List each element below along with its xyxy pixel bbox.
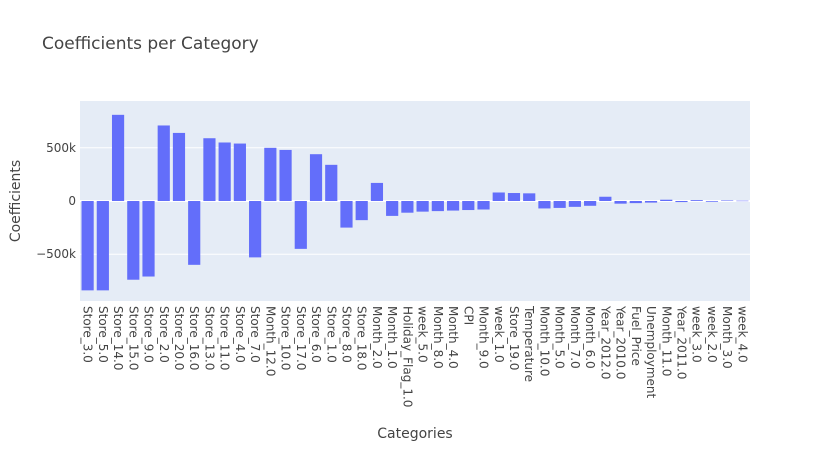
x-tick-label: Store_7.0 (248, 306, 262, 363)
x-tick-label: Holiday_Flag_1.0 (400, 306, 414, 407)
bar[interactable] (294, 201, 307, 249)
bar[interactable] (644, 201, 658, 203)
bar[interactable] (446, 201, 460, 211)
bar[interactable] (690, 200, 703, 201)
bar[interactable] (370, 182, 384, 201)
bar[interactable] (325, 164, 338, 201)
x-tick-label: Month_8.0 (431, 306, 445, 369)
x-tick-label: Month_7.0 (568, 306, 582, 369)
x-tick-label: Store_15.0 (126, 306, 140, 370)
x-tick-label: Store_18.0 (355, 306, 369, 370)
bar[interactable] (736, 200, 749, 202)
x-tick-label: Store_16.0 (187, 306, 201, 370)
bar[interactable] (507, 193, 521, 201)
x-tick-label: week_5.0 (416, 306, 430, 363)
x-tick-label: Month_12.0 (263, 306, 277, 376)
bar[interactable] (218, 142, 231, 201)
x-tick-label: Store_20.0 (172, 306, 186, 370)
x-tick-label: Store_6.0 (309, 306, 323, 363)
x-tick-label: Store_1.0 (324, 306, 338, 363)
bar[interactable] (233, 143, 246, 201)
y-tick-label: 0 (68, 194, 76, 208)
y-tick-label: −500k (36, 247, 76, 261)
x-axis-title: Categories (377, 426, 452, 442)
x-tick-label: Year_2010.0 (614, 305, 628, 379)
bar[interactable] (127, 201, 140, 280)
x-tick-label: Store_3.0 (81, 306, 95, 363)
chart-title: Coefficients per Category (42, 34, 259, 54)
bars (81, 114, 749, 291)
x-tick-label: week_2.0 (705, 306, 719, 363)
y-axis-title: Coefficients (8, 160, 24, 242)
x-tick-label: Store_8.0 (339, 306, 353, 363)
x-tick-label: Month_2.0 (370, 306, 384, 369)
y-tick-labels: −500k 0 500k (36, 141, 76, 261)
bar[interactable] (157, 125, 170, 201)
x-tick-label: Month_4.0 (446, 306, 460, 369)
bar[interactable] (340, 201, 353, 228)
x-tick-label: Store_4.0 (233, 306, 247, 363)
x-tick-label: Store_19.0 (507, 306, 521, 370)
bar[interactable] (203, 138, 216, 201)
x-tick-label: Month_1.0 (385, 306, 399, 369)
x-tick-label: Month_9.0 (477, 306, 491, 369)
x-tick-label: week_3.0 (690, 306, 704, 363)
x-tick-labels: Store_3.0 Store_5.0 Store_14.0 Store_15.0 St… (81, 305, 750, 407)
bar[interactable] (568, 201, 581, 207)
x-tick-label: Store_17.0 (294, 306, 308, 370)
x-tick-label: week_4.0 (735, 306, 749, 363)
x-tick-label: Month_3.0 (720, 306, 734, 369)
x-tick-label: Store_11.0 (218, 306, 232, 370)
x-tick-label: Temperature (522, 305, 536, 382)
x-tick-label: Store_14.0 (111, 306, 125, 370)
bar[interactable] (721, 200, 734, 201)
bar[interactable] (538, 201, 551, 209)
x-tick-label: Store_10.0 (279, 306, 293, 370)
bar[interactable] (462, 201, 475, 211)
bar[interactable] (477, 201, 490, 210)
bar[interactable] (81, 201, 94, 291)
x-tick-label: Unemployment (644, 306, 658, 399)
bar[interactable] (675, 201, 688, 203)
bar[interactable] (553, 201, 566, 208)
x-tick-label: week_1.0 (492, 306, 506, 363)
bar[interactable] (431, 201, 444, 212)
bar[interactable] (355, 201, 368, 221)
x-tick-label: Month_6.0 (583, 306, 597, 369)
x-tick-label: Year_2012.0 (598, 305, 612, 379)
bar[interactable] (249, 201, 262, 258)
bar[interactable] (279, 149, 292, 201)
bar[interactable] (96, 201, 109, 291)
bar[interactable] (660, 199, 673, 201)
x-tick-label: Store_9.0 (142, 306, 156, 363)
bar[interactable] (386, 201, 399, 216)
bar[interactable] (188, 201, 201, 265)
bar[interactable] (264, 147, 277, 201)
bar[interactable] (614, 201, 627, 204)
x-tick-label: Year_2011.0 (674, 305, 688, 379)
x-tick-label: CPI (461, 306, 475, 325)
x-tick-label: Store_5.0 (96, 306, 110, 363)
bar[interactable] (309, 154, 323, 201)
bar[interactable] (492, 192, 505, 201)
x-tick-label: Fuel_Price (629, 306, 643, 366)
bar[interactable] (111, 114, 125, 201)
x-tick-label: Month_5.0 (553, 306, 567, 369)
bar[interactable] (523, 193, 536, 201)
bar[interactable] (629, 201, 642, 204)
bar[interactable] (142, 201, 155, 277)
bar[interactable] (401, 201, 414, 213)
x-tick-label: Store_2.0 (157, 306, 171, 363)
x-tick-label: Month_11.0 (659, 306, 673, 376)
x-tick-label: Store_13.0 (202, 306, 216, 370)
bar[interactable] (599, 196, 612, 201)
bar[interactable] (705, 201, 719, 202)
x-tick-label: Month_10.0 (537, 306, 551, 376)
bar[interactable] (584, 201, 597, 206)
bar[interactable] (416, 201, 429, 212)
bar[interactable] (172, 132, 186, 201)
y-tick-label: 500k (46, 141, 76, 155)
